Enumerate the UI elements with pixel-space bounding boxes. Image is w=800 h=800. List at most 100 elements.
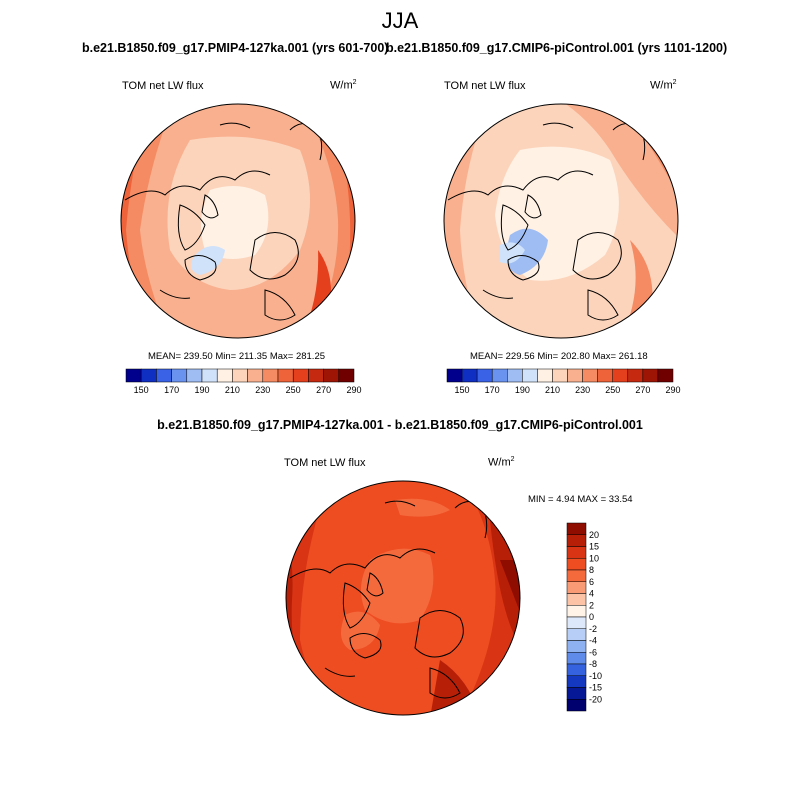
diff-colorbar-tick-label: 15 xyxy=(589,542,599,552)
panel-left-colorbar-swatch xyxy=(232,368,248,383)
diff-colorbar-swatch xyxy=(566,569,587,582)
diff-colorbar-tick-label: 0 xyxy=(589,612,594,622)
panel-left-colorbar-swatch xyxy=(262,368,279,383)
panel-right-units-label: W/m2 xyxy=(650,79,677,92)
panel-left-colorbar-swatch xyxy=(156,368,172,383)
diff-panel-stats: MIN = 4.94 MAX = 33.54 xyxy=(528,494,633,505)
panel-left-colorbar-swatch xyxy=(125,368,142,383)
panel-right-colorbar-tick-label: 210 xyxy=(545,385,560,395)
panel-left-colorbar-swatch xyxy=(201,368,218,383)
panel-right-case-title: b.e21.B1850.f09_g17.CMIP6-piControl.001 … xyxy=(386,41,728,55)
figure-season-title: JJA xyxy=(381,8,419,33)
panel-right-colorbar-swatch xyxy=(567,368,583,383)
diff-colorbar-tick-label: 20 xyxy=(589,530,599,540)
diff-colorbar-tick-label: 2 xyxy=(589,600,594,610)
panel-right-colorbar-swatch xyxy=(612,368,629,383)
diff-colorbar-tick-label: -4 xyxy=(589,636,597,646)
panel-right-map-border xyxy=(443,103,679,339)
panel-left-colorbar-swatch xyxy=(323,368,340,383)
diff-colorbar-swatch xyxy=(566,663,587,676)
panel-right-colorbar-swatch xyxy=(522,368,538,383)
panel-right-colorbar-swatch xyxy=(537,368,553,383)
panel-right-colorbar-swatch xyxy=(461,368,478,383)
panel-left-colorbar-tick-label: 250 xyxy=(286,385,301,395)
diff-colorbar-tick-label: -10 xyxy=(589,671,602,681)
diff-colorbar-swatch xyxy=(566,581,587,594)
panel-left-colorbar-tick-label: 190 xyxy=(194,385,209,395)
panel-left-map xyxy=(120,103,356,339)
panel-right-stats: MEAN= 229.56 Min= 202.80 Max= 261.18 xyxy=(470,351,648,362)
panel-left-case-title: b.e21.B1850.f09_g17.PMIP4-127ka.001 (yrs… xyxy=(82,41,389,55)
panel-left-colorbar-tick-label: 290 xyxy=(346,385,361,395)
panel-left-units-label: W/m2 xyxy=(330,79,357,92)
panel-right-colorbar-tick-label: 230 xyxy=(575,385,590,395)
panel-left-stats: MEAN= 239.50 Min= 211.35 Max= 281.25 xyxy=(148,351,326,362)
diff-colorbar-swatch xyxy=(566,640,587,653)
diff-colorbar-tick-label: -8 xyxy=(589,659,597,669)
panel-left-colorbar-swatch xyxy=(247,368,264,383)
diff-colorbar-swatch xyxy=(566,652,587,665)
panel-right-colorbar-swatch xyxy=(446,368,463,383)
diff-panel-map xyxy=(285,480,521,716)
diff-colorbar-swatch xyxy=(566,628,587,641)
panel-left-colorbar-tick-label: 270 xyxy=(316,385,331,395)
diff-colorbar-swatch xyxy=(566,699,587,712)
panel-left-colorbar-tick-label: 230 xyxy=(255,385,270,395)
panel-right-colorbar-swatch xyxy=(476,368,493,383)
panel-right-colorbar-tick-label: 170 xyxy=(485,385,500,395)
diff-colorbar-swatch xyxy=(566,558,587,571)
diff-colorbar-tick-label: 8 xyxy=(589,565,594,575)
panel-left-colorbar-swatch xyxy=(216,368,233,383)
diff-colorbar-tick-label: -20 xyxy=(589,694,602,704)
diff-colorbar-swatch xyxy=(566,534,587,547)
diff-colorbar-tick-label: -6 xyxy=(589,647,597,657)
panel-left-colorbar-swatch xyxy=(186,368,203,383)
diff-panel-variable-label: TOM net LW flux xyxy=(284,457,366,469)
panel-right-colorbar-swatch xyxy=(507,368,523,383)
panel-left-colorbar-swatch xyxy=(338,368,355,383)
diff-colorbar-swatch xyxy=(566,675,587,688)
panel-left-colorbar-tick-label: 150 xyxy=(134,385,149,395)
diff-colorbar-tick-label: -2 xyxy=(589,624,597,634)
diff-panel-contour-field xyxy=(286,481,520,715)
panel-right-colorbar-tick-label: 250 xyxy=(605,385,620,395)
panel-right-colorbar-swatch xyxy=(597,368,613,383)
panel-right-colorbar-swatch xyxy=(642,368,659,383)
panel-right-colorbar-swatch xyxy=(657,368,674,383)
diff-panel-units-label: W/m2 xyxy=(488,456,515,469)
panel-left-colorbar-swatch xyxy=(292,368,309,383)
panel-left-variable-label: TOM net LW flux xyxy=(122,80,204,92)
diff-colorbar-swatch xyxy=(566,522,587,535)
panel-right-colorbar-swatch xyxy=(627,368,644,383)
panel-left-colorbar-tick-label: 210 xyxy=(225,385,240,395)
panel-right-map xyxy=(443,103,679,339)
diff-colorbar-swatch xyxy=(566,687,587,700)
diff-colorbar-swatch xyxy=(566,605,587,618)
panel-right-colorbar-swatch xyxy=(582,368,598,383)
panel-right-coastlines xyxy=(447,122,646,321)
diff-panel-title: b.e21.B1850.f09_g17.PMIP4-127ka.001 - b.… xyxy=(157,418,643,432)
diff-colorbar-tick-label: 6 xyxy=(589,577,594,587)
panel-right-colorbar-swatch xyxy=(491,368,508,383)
panel-right-contour-field xyxy=(444,104,678,338)
panel-left-colorbar-tick-label: 170 xyxy=(164,385,179,395)
panel-right-colorbar-tick-label: 290 xyxy=(665,385,680,395)
panel-right-colorbar-swatch xyxy=(552,368,568,383)
panel-right-colorbar-tick-label: 270 xyxy=(635,385,650,395)
panel-right-colorbar-tick-label: 150 xyxy=(455,385,470,395)
diff-colorbar-tick-label: 4 xyxy=(589,589,594,599)
diff-colorbar-swatch xyxy=(566,593,587,606)
panel-right-variable-label: TOM net LW flux xyxy=(444,80,526,92)
panel-left-colorbar: 150 170 190 210 230 250 270 290 xyxy=(125,368,362,395)
diff-colorbar-tick-label: 10 xyxy=(589,553,599,563)
panel-left-contour-field xyxy=(121,104,355,338)
panel-left-map-border xyxy=(120,103,356,339)
panel-left-colorbar-swatch xyxy=(140,368,157,383)
panel-left-colorbar-swatch xyxy=(308,368,324,383)
panel-right-colorbar-tick-label: 190 xyxy=(515,385,530,395)
diff-colorbar-swatch xyxy=(566,616,587,629)
panel-left-colorbar-swatch xyxy=(171,368,188,383)
diff-colorbar-tick-label: -15 xyxy=(589,683,602,693)
